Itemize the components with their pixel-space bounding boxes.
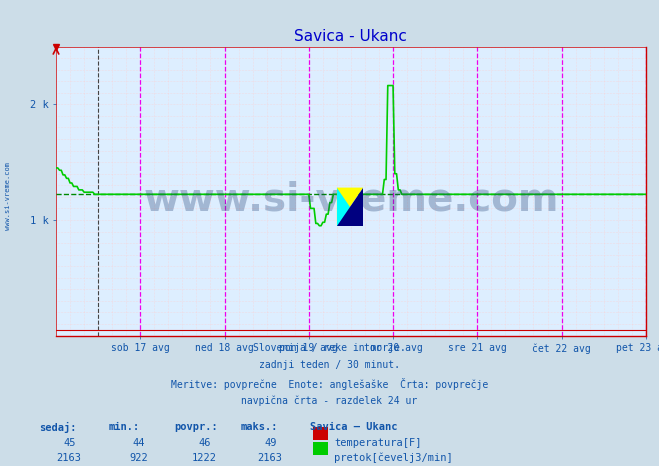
Text: 49: 49 — [264, 438, 276, 448]
Text: www.si-vreme.com: www.si-vreme.com — [5, 162, 11, 230]
Text: 2163: 2163 — [258, 453, 283, 463]
Text: zadnji teden / 30 minut.: zadnji teden / 30 minut. — [259, 360, 400, 370]
Text: sedaj:: sedaj: — [40, 422, 77, 433]
Text: 2163: 2163 — [57, 453, 82, 463]
Text: 922: 922 — [129, 453, 148, 463]
Text: 44: 44 — [132, 438, 144, 448]
Polygon shape — [337, 188, 363, 226]
Text: pretok[čevelj3/min]: pretok[čevelj3/min] — [334, 453, 453, 464]
Polygon shape — [337, 188, 363, 226]
Text: 46: 46 — [198, 438, 210, 448]
Polygon shape — [337, 188, 363, 226]
Text: navpična črta - razdelek 24 ur: navpična črta - razdelek 24 ur — [241, 396, 418, 406]
Text: min.:: min.: — [109, 422, 140, 432]
Text: Meritve: povprečne  Enote: anglešaške  Črta: povprečje: Meritve: povprečne Enote: anglešaške Črt… — [171, 378, 488, 390]
Text: maks.:: maks.: — [241, 422, 278, 432]
Text: 1222: 1222 — [192, 453, 217, 463]
Text: temperatura[F]: temperatura[F] — [334, 438, 422, 448]
Text: Savica – Ukanc: Savica – Ukanc — [310, 422, 397, 432]
Title: Savica - Ukanc: Savica - Ukanc — [295, 29, 407, 44]
Text: 45: 45 — [63, 438, 75, 448]
Text: www.si-vreme.com: www.si-vreme.com — [143, 181, 559, 219]
Text: Slovenija / reke in morje.: Slovenija / reke in morje. — [253, 343, 406, 352]
Text: povpr.:: povpr.: — [175, 422, 218, 432]
